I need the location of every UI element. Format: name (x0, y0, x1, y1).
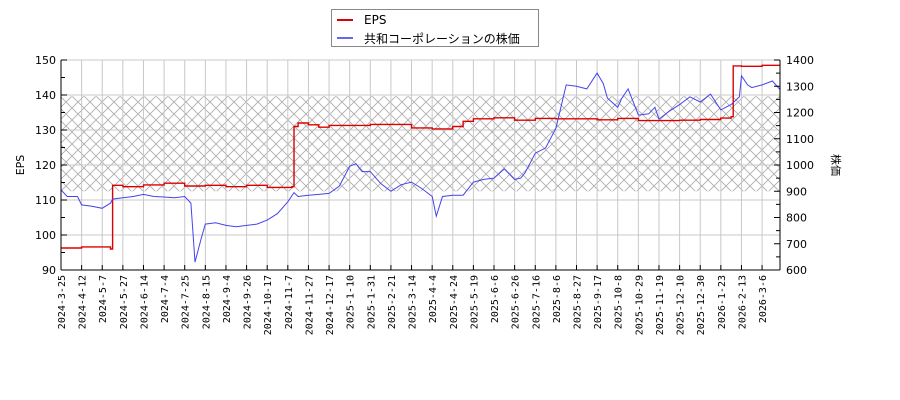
grid-lines (60, 59, 780, 270)
eps-line-swatch-icon (337, 19, 353, 21)
right-axis-ticks: 600 700 800 900 1000 1100 1200 1300 1400 (774, 54, 814, 277)
hatched-region (61, 96, 780, 192)
x-tick-label: 2025-1-10 (346, 275, 357, 329)
shaded-band (61, 96, 780, 192)
x-tick-label: 2024-7-4 (160, 275, 171, 323)
left-tick-label: 120 (35, 159, 56, 172)
series-layer (61, 64, 780, 263)
x-tick-label: 2024-4-12 (78, 275, 89, 329)
x-tick-label: 2025-11-19 (655, 275, 666, 335)
x-tick-label: 2024-3-25 (57, 275, 68, 329)
left-tick-label: 130 (35, 124, 56, 137)
x-tick-label: 2024-10-17 (263, 275, 274, 335)
x-tick-label: 2024-7-25 (181, 275, 192, 329)
left-tick-label: 100 (35, 229, 56, 242)
x-tick-label: 2025-6-26 (511, 275, 522, 329)
x-tick-label: 2024-9-4 (222, 275, 233, 323)
legend-label-price: 共和コーポレーションの株価 (364, 31, 520, 46)
stock-price-line (61, 72, 780, 263)
x-tick-label: 2025-7-16 (531, 275, 542, 329)
x-tick-label: 2026-2-13 (737, 275, 748, 329)
x-tick-label: 2026-3-6 (758, 275, 769, 323)
right-tick-label: 600 (786, 264, 807, 277)
x-tick-label: 2025-8-27 (573, 275, 584, 329)
x-tick-label: 2024-8-15 (201, 275, 212, 329)
legend-label-eps: EPS (364, 13, 387, 27)
right-axis-title: 株価 (829, 154, 843, 176)
left-tick-label: 150 (35, 54, 56, 67)
x-tick-label: 2025-2-21 (387, 275, 398, 329)
x-tick-label: 2025-10-29 (634, 275, 645, 335)
right-tick-label: 1300 (786, 80, 814, 93)
right-tick-label: 700 (786, 238, 807, 251)
right-tick-label: 1100 (786, 133, 814, 146)
right-tick-label: 1000 (786, 159, 814, 172)
x-tick-label: 2025-12-30 (696, 275, 707, 335)
right-tick-label: 1200 (786, 107, 814, 120)
right-tick-label: 800 (786, 212, 807, 225)
x-tick-label: 2024-5-27 (119, 275, 130, 329)
legend-item-price: 共和コーポレーションの株価 (337, 30, 520, 46)
x-tick-label: 2024-11-27 (304, 275, 315, 335)
x-tick-label: 2025-4-24 (449, 275, 460, 329)
left-tick-label: 140 (35, 89, 56, 102)
left-axis-title: EPS (14, 155, 27, 176)
x-tick-label: 2024-9-26 (243, 275, 254, 329)
x-tick-label: 2025-3-14 (408, 275, 419, 329)
left-axis-ticks: 90 100 110 120 130 140 150 (35, 54, 67, 277)
x-tick-label: 2025-5-19 (469, 275, 480, 329)
left-tick-label: 110 (35, 194, 56, 207)
right-tick-label: 900 (786, 185, 807, 198)
x-tick-label: 2025-10-8 (614, 275, 625, 329)
x-tick-label: 2024-6-14 (139, 275, 150, 329)
left-tick-label: 90 (42, 264, 56, 277)
x-tick-label: 2025-9-17 (593, 275, 604, 329)
x-tick-label: 2025-4-4 (428, 275, 439, 323)
eps-line (61, 64, 780, 250)
x-tick-label: 2024-11-7 (284, 275, 295, 329)
x-tick-label: 2025-12-10 (676, 275, 687, 335)
x-tick-label: 2025-8-6 (552, 275, 563, 323)
right-tick-label: 1400 (786, 54, 814, 67)
legend-item-eps: EPS (337, 12, 386, 28)
x-tick-label: 2025-1-31 (366, 275, 377, 329)
x-tick-label: 2024-5-7 (98, 275, 109, 323)
x-tick-label: 2024-12-17 (325, 275, 336, 335)
x-axis-ticks: 2024-3-25 2024-4-12 2024-5-7 2024-5-27 2024-… (57, 265, 769, 335)
legend: EPS 共和コーポレーションの株価 (331, 9, 539, 47)
x-tick-label: 2025-6-6 (490, 275, 501, 323)
x-tick-label: 2026-1-23 (717, 275, 728, 329)
price-line-swatch-icon (337, 37, 353, 39)
